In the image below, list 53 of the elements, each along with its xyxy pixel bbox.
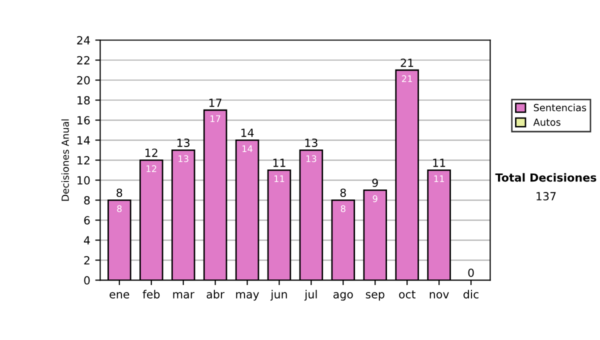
y-tick-label: 22 <box>77 56 90 64</box>
data-label: 14 <box>242 145 252 152</box>
data-label: 17 <box>210 115 220 122</box>
x-tick-label: jul <box>304 290 317 301</box>
y-tick-label: 6 <box>84 216 90 225</box>
data-label: 11 <box>274 175 284 182</box>
x-tick-label: dic <box>464 290 478 298</box>
x-tick-label: jun <box>270 290 287 301</box>
y-tick-label: 20 <box>77 76 90 85</box>
x-tick-label: may <box>236 292 260 301</box>
data-label: 13 <box>306 155 316 162</box>
total-label: 17 <box>209 98 222 107</box>
x-tick-label: abr <box>206 290 224 298</box>
total-label: 12 <box>146 148 158 157</box>
total-label: 0 <box>468 268 474 278</box>
total-label: 21 <box>400 58 414 67</box>
total-label: 13 <box>177 138 190 147</box>
total-label: 13 <box>305 138 318 147</box>
y-axis-title: Decisiones Anual <box>61 119 69 201</box>
y-tick-label: 4 <box>84 236 90 244</box>
legend-label: Sentencias <box>534 104 586 112</box>
total-label: 8 <box>340 188 346 197</box>
data-label: 8 <box>117 205 122 212</box>
y-tick-label: 2 <box>84 256 90 264</box>
x-tick-label: feb <box>142 290 160 298</box>
y-tick-label: 8 <box>84 196 90 205</box>
x-tick-label: sep <box>366 292 384 301</box>
text: 137 <box>536 192 556 200</box>
data-label: 9 <box>372 195 378 202</box>
data-label: 12 <box>146 165 156 172</box>
total-label: 11 <box>433 158 446 167</box>
x-tick-label: nov <box>430 292 449 298</box>
x-tick-label: ago <box>333 292 353 301</box>
data-label: 13 <box>178 155 188 162</box>
data-label: 8 <box>340 205 346 212</box>
data-label: 11 <box>434 175 444 182</box>
y-tick-label: 18 <box>78 96 90 105</box>
x-tick-label: ene <box>110 292 130 298</box>
x-tick-label: oct <box>399 290 416 298</box>
y-tick-label: 12 <box>78 156 90 164</box>
x-tick-label: mar <box>173 292 194 298</box>
data-label: 21 <box>402 75 412 82</box>
text: Total Decisiones <box>495 173 596 182</box>
total-label: 9 <box>372 178 378 187</box>
y-tick-label: 0 <box>84 276 90 285</box>
legend-label: Autos <box>533 118 560 126</box>
y-tick-label: 10 <box>78 176 90 185</box>
y-tick-label: 16 <box>78 116 90 125</box>
total-label: 14 <box>241 128 254 137</box>
total-label: 8 <box>116 188 122 197</box>
y-tick-label: 24 <box>77 36 90 44</box>
total-label: 11 <box>273 158 286 167</box>
y-tick-label: 14 <box>78 136 90 144</box>
